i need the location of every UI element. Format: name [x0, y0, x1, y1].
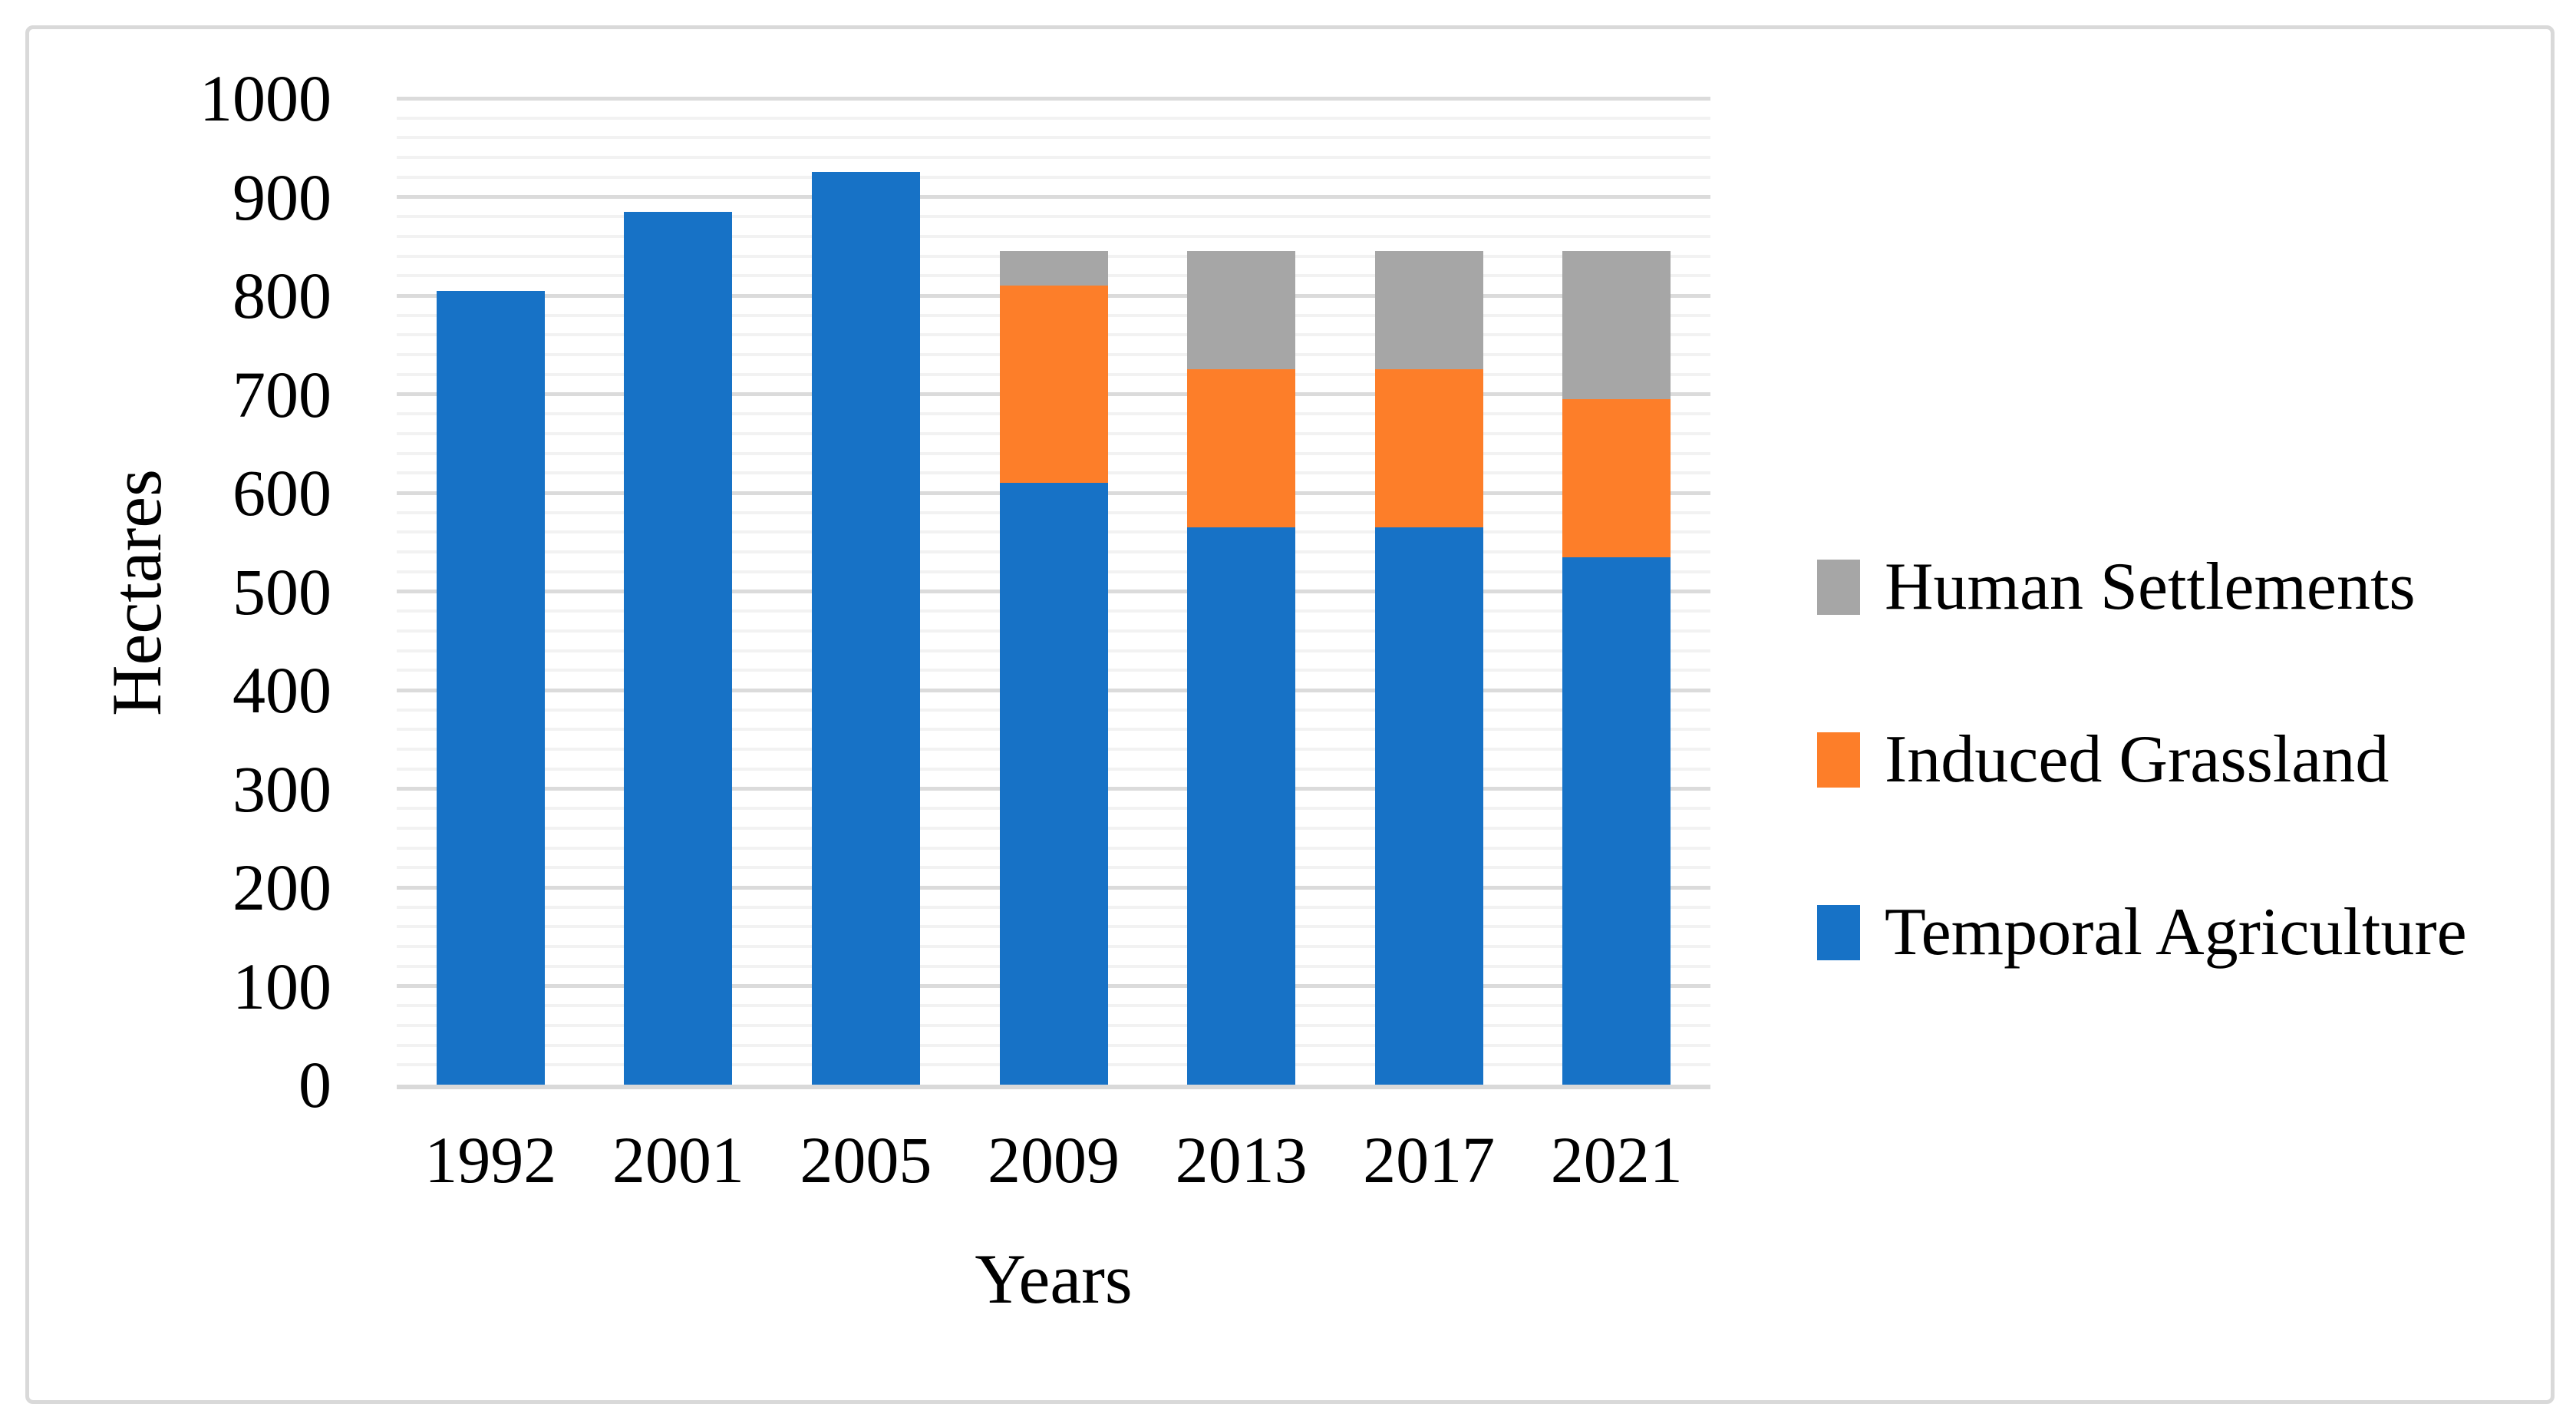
bar-segment — [1562, 398, 1671, 557]
blue-square-icon — [1817, 905, 1860, 960]
y-tick-label: 900 — [233, 160, 331, 234]
y-tick-label: 500 — [233, 554, 331, 629]
bar-segment — [1187, 251, 1296, 370]
y-tick-label: 300 — [233, 751, 331, 826]
x-tick-label: 1992 — [424, 1123, 557, 1197]
legend-label: Induced Grassland — [1885, 722, 2390, 797]
x-tick-label: 2021 — [1550, 1123, 1683, 1197]
legend-label: Temporal Agriculture — [1885, 895, 2467, 970]
minor-gridline — [397, 116, 1710, 120]
x-tick-label: 2005 — [800, 1123, 932, 1197]
bar-segment — [436, 290, 545, 1085]
y-tick-label: 800 — [233, 259, 331, 332]
major-gridline — [397, 96, 1710, 101]
legend-item: Induced Grassland — [1817, 725, 2389, 795]
x-tick-label: 2001 — [612, 1123, 744, 1197]
bar-segment — [624, 211, 733, 1085]
y-tick-label: 700 — [233, 357, 331, 431]
bar-segment — [999, 286, 1108, 484]
legend-item: Temporal Agriculture — [1817, 897, 2467, 968]
y-tick-label: 600 — [233, 456, 331, 530]
legend-label: Human Settlements — [1885, 550, 2416, 624]
bar-segment — [1187, 369, 1296, 527]
y-tick-label: 0 — [298, 1048, 331, 1121]
minor-gridline — [397, 215, 1710, 219]
bar-segment — [1374, 251, 1483, 370]
x-axis-title: Years — [975, 1240, 1133, 1318]
y-tick-label: 1000 — [200, 61, 331, 135]
bar-segment — [1562, 557, 1671, 1085]
y-tick-label: 200 — [233, 851, 331, 924]
y-tick-label: 400 — [233, 653, 331, 727]
bar-segment — [999, 251, 1108, 286]
bar-segment — [1187, 527, 1296, 1085]
minor-gridline — [397, 234, 1710, 238]
major-gridline — [397, 195, 1710, 199]
y-axis-title: Hectares — [97, 469, 176, 716]
orange-square-icon — [1817, 732, 1860, 788]
x-axis-line — [397, 1085, 1710, 1089]
bars-layer — [397, 98, 1710, 1085]
y-tick-label: 100 — [233, 949, 331, 1023]
minor-gridline — [397, 136, 1710, 140]
bar-segment — [999, 483, 1108, 1085]
gray-square-icon — [1817, 560, 1860, 615]
bar-segment — [1374, 527, 1483, 1085]
minor-gridline — [397, 175, 1710, 179]
bar-segment — [811, 172, 920, 1085]
legend-item: Human Settlements — [1817, 552, 2416, 623]
bar-segment — [1562, 251, 1671, 399]
minor-gridline — [397, 156, 1710, 160]
x-tick-label: 2017 — [1363, 1123, 1496, 1197]
bar-segment — [1374, 369, 1483, 527]
x-tick-label: 2009 — [987, 1123, 1120, 1197]
x-tick-label: 2013 — [1175, 1123, 1308, 1197]
